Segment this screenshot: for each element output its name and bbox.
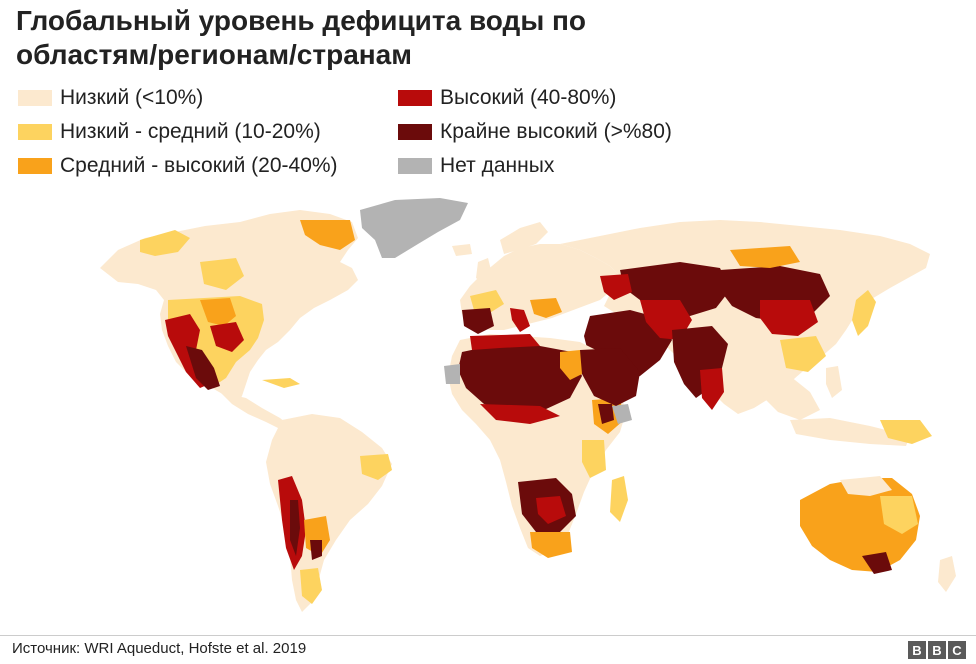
legend-item-high: Высокий (40-80%) xyxy=(398,84,616,112)
sahara-extreme xyxy=(458,344,582,412)
map-title: Глобальный уровень дефицита воды по обла… xyxy=(16,5,587,70)
canada-north-medium xyxy=(140,230,190,256)
iberia-extreme xyxy=(462,308,494,334)
bbc-logo: B B C xyxy=(908,641,966,659)
greenland xyxy=(360,198,468,258)
india-south-high xyxy=(700,368,724,410)
legend-label: Нет данных xyxy=(440,154,555,177)
china-high xyxy=(760,300,818,336)
logo-letter: C xyxy=(948,641,966,659)
indonesia xyxy=(790,418,910,446)
egypt-medium xyxy=(560,350,586,380)
legend-swatch xyxy=(18,90,52,106)
footer-divider xyxy=(0,635,976,636)
australia-east-medium xyxy=(880,496,918,534)
horn-no-data xyxy=(612,404,632,424)
caspian-high xyxy=(600,274,632,300)
legend-item-medium-high: Средний - высокий (20-40%) xyxy=(18,152,338,180)
europe xyxy=(460,244,620,330)
mongolia-medium xyxy=(730,246,800,268)
southern-africa-high xyxy=(536,496,566,524)
papua xyxy=(880,420,932,444)
australia-north-low xyxy=(840,476,892,496)
legend-swatch xyxy=(18,158,52,174)
japan xyxy=(852,290,876,336)
canada-east-medium xyxy=(300,220,355,250)
south-africa-medium xyxy=(530,532,572,558)
legend-label: Высокий (40-80%) xyxy=(440,86,617,109)
legend-item-low: Низкий (<10%) xyxy=(18,84,203,112)
legend-label: Средний - высокий (20-40%) xyxy=(60,154,338,177)
legend-swatch xyxy=(18,124,52,140)
legend: Низкий (<10%) Низкий - средний (10-20%) … xyxy=(18,84,778,194)
east-africa-medium xyxy=(582,440,606,478)
southeast-asia xyxy=(760,376,820,420)
legend-swatch xyxy=(398,158,432,174)
china-south-medium xyxy=(780,336,826,372)
legend-label: Крайне высокий (>%80) xyxy=(440,120,672,143)
brazil-east-medium xyxy=(360,454,392,480)
legend-swatch xyxy=(398,90,432,106)
logo-letter: B xyxy=(928,641,946,659)
legend-label: Низкий - средний (10-20%) xyxy=(60,120,321,143)
mexico-extreme xyxy=(186,346,220,390)
europe-west-medium xyxy=(470,290,504,314)
source-note: Источник: WRI Aqueduct, Hofste et al. 20… xyxy=(12,640,307,657)
philippines xyxy=(826,366,842,398)
legend-swatch xyxy=(398,124,432,140)
argentina-extreme xyxy=(310,540,322,560)
west-sahara-no-data xyxy=(444,364,460,384)
logo-letter: B xyxy=(908,641,926,659)
legend-item-extremely-high: Крайне высокий (>%80) xyxy=(398,118,672,146)
balkans-medium xyxy=(530,298,562,318)
central-america xyxy=(220,392,290,430)
chile-extreme xyxy=(290,500,300,556)
horn-extreme xyxy=(598,404,614,424)
new-zealand xyxy=(938,556,956,592)
legend-item-low-medium: Низкий - средний (10-20%) xyxy=(18,118,321,146)
legend-label: Низкий (<10%) xyxy=(60,86,204,109)
argentina-south xyxy=(300,568,322,604)
argentina-mixed xyxy=(304,516,330,556)
italy-high xyxy=(510,308,530,332)
uk xyxy=(476,258,492,284)
world-water-stress-map xyxy=(100,198,956,612)
sahel-high xyxy=(480,404,560,424)
scandinavia xyxy=(500,222,548,254)
canada-prairies xyxy=(200,258,244,290)
arabian-peninsula xyxy=(580,348,640,406)
iceland xyxy=(452,244,472,256)
us-plains xyxy=(200,298,236,326)
madagascar xyxy=(610,476,628,522)
australia-southeast-extreme xyxy=(862,552,892,574)
caribbean xyxy=(262,378,300,388)
legend-item-no-data: Нет данных xyxy=(398,152,554,180)
us-central-high xyxy=(210,322,244,352)
north-africa-high xyxy=(470,334,540,350)
